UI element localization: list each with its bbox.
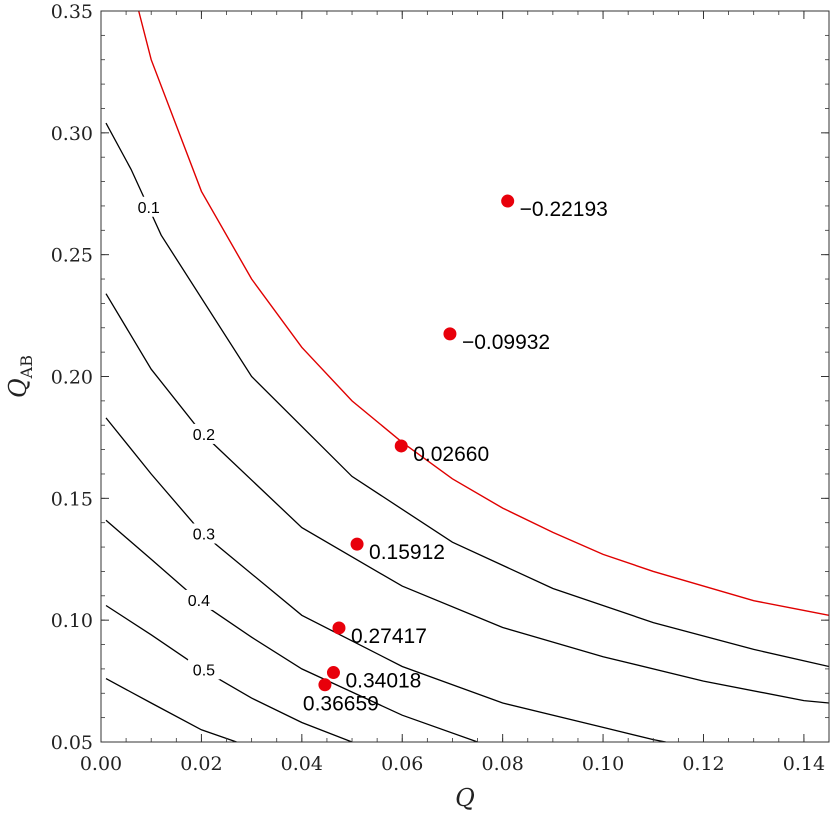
contour-line [105, 519, 478, 742]
x-axis-ticks: 0.00 0.02 0.04 0.06 0.08 0.10 0.12 0.14 [80, 11, 830, 775]
contour-label-bg [187, 423, 220, 444]
contour-label: 0.1 [138, 200, 160, 217]
y-axis-ticks: 0.05 0.10 0.15 0.20 0.25 0.30 0.35 [51, 1, 829, 754]
contour-lines [105, 122, 829, 742]
contour-label: 0.3 [193, 527, 215, 544]
x-tick-label: 0.00 [80, 753, 122, 775]
data-point-labels: −0.22193 −0.09932 0.02660 0.15912 0.27417 0.3… [303, 198, 608, 716]
data-point [394, 439, 408, 453]
y-tick-label: 0.25 [51, 245, 93, 267]
data-point [350, 537, 364, 551]
y-axis-title-main: Q [4, 378, 32, 398]
data-point-label: 0.27417 [351, 625, 427, 648]
x-tick-label: 0.12 [682, 753, 724, 775]
contour-line [105, 604, 353, 742]
contour-line [105, 293, 829, 704]
plot-frame [100, 10, 830, 743]
x-tick-label: 0.14 [783, 753, 825, 775]
data-point-label: 0.36659 [303, 693, 379, 716]
y-tick-label: 0.20 [51, 367, 93, 389]
data-points [318, 194, 515, 692]
contour-label-bg [182, 589, 215, 610]
y-tick-label: 0.30 [51, 123, 93, 145]
contour-line [105, 678, 237, 742]
boundary-curve [138, 11, 829, 616]
contour-label: 0.5 [193, 662, 215, 679]
contour-label: 0.2 [193, 427, 215, 444]
data-point [332, 621, 346, 635]
contour-label-bg [132, 196, 165, 217]
y-tick-label: 0.10 [51, 610, 93, 632]
x-axis-title: Q [455, 784, 475, 812]
y-tick-label: 0.05 [51, 732, 93, 754]
y-axis-title-sub: AB [17, 355, 36, 379]
contour-line [105, 417, 666, 742]
contour-label-bg [187, 659, 220, 680]
y-axis-title: QAB [4, 355, 36, 398]
contour-label: 0.4 [188, 593, 210, 610]
boundary-line [138, 11, 829, 616]
data-point [501, 194, 515, 208]
data-point [318, 678, 332, 692]
y-tick-label: 0.15 [51, 488, 93, 510]
data-point-label: 0.15912 [369, 541, 445, 564]
data-point-label: 0.34018 [345, 670, 421, 693]
contour-labels: 0.1 0.2 0.3 0.4 0.5 [132, 196, 220, 680]
x-tick-label: 0.08 [481, 753, 523, 775]
y-tick-label: 0.35 [51, 1, 93, 23]
x-tick-label: 0.04 [281, 753, 323, 775]
data-point-label: 0.02660 [413, 443, 489, 466]
contour-line [105, 122, 829, 668]
data-point-label: −0.22193 [520, 198, 608, 221]
data-point [326, 666, 340, 680]
contour-label-bg [187, 523, 220, 544]
data-point [443, 327, 457, 341]
x-tick-label: 0.10 [582, 753, 624, 775]
data-point-label: −0.09932 [462, 331, 550, 354]
x-tick-label: 0.06 [381, 753, 423, 775]
x-tick-label: 0.02 [180, 753, 222, 775]
